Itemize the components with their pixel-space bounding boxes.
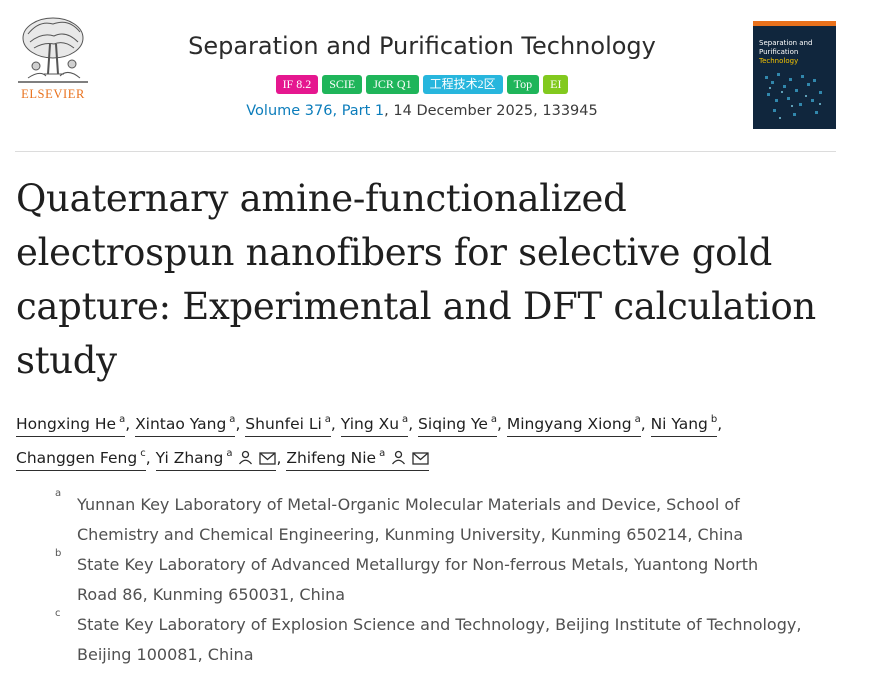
email-icon (412, 445, 429, 475)
article-header: ELSEVIER Separation and Purification Tec… (0, 0, 871, 152)
author-link[interactable]: Ying Xu a (340, 414, 409, 437)
author-link[interactable]: Xintao Yang a (135, 414, 236, 437)
author-link[interactable]: Mingyang Xiong a (506, 414, 641, 437)
affiliation-text: Yunnan Key Laboratory of Metal-Organic M… (77, 495, 744, 544)
person-icon (391, 445, 406, 475)
affiliation-list: a Yunnan Key Laboratory of Metal-Organic… (50, 488, 850, 670)
badge-impact-factor: IF 8.2 (275, 75, 319, 94)
journal-title-link[interactable]: Separation and Purification Technology (188, 32, 656, 60)
badge-scie: SCIE (322, 75, 363, 94)
article-title: Quaternary amine-functionalized electros… (16, 172, 836, 388)
affiliation-item: b State Key Laboratory of Advanced Metal… (50, 548, 850, 610)
title-line: study (16, 339, 117, 382)
author-link[interactable]: Hongxing He a (16, 414, 126, 437)
badge-cas-zone: 工程技术2区 (422, 75, 503, 94)
affiliation-label: c (55, 608, 61, 619)
title-line: capture: Experimental and DFT calculatio… (16, 285, 816, 328)
affiliation-item: a Yunnan Key Laboratory of Metal-Organic… (50, 488, 850, 550)
cover-title-line-1: Separation and (759, 39, 812, 47)
affiliation-label: b (55, 548, 62, 559)
cover-title-line-3: Technology (758, 57, 798, 65)
header-divider (15, 151, 836, 152)
badge-ei: EI (543, 75, 569, 94)
title-line: electrospun nanofibers for selective gol… (16, 231, 773, 274)
author-link-corresponding[interactable]: Zhifeng Nie a (286, 448, 430, 471)
affiliation-item: c State Key Laboratory of Explosion Scie… (50, 608, 850, 670)
author-link[interactable]: Shunfei Li a (245, 414, 331, 437)
title-line: Quaternary amine-functionalized (16, 177, 627, 220)
affiliation-text: State Key Laboratory of Advanced Metallu… (77, 555, 759, 604)
author-list: Hongxing He a, Xintao Yang a, Shunfei Li a,… (16, 405, 846, 475)
issue-info: Volume 376, Part 1, 14 December 2025, 13… (120, 103, 724, 119)
elsevier-tree-icon (18, 17, 88, 83)
badge-jcr: JCR Q1 (366, 75, 419, 94)
author-link[interactable]: Ni Yang b (650, 414, 718, 437)
affiliation-label: a (55, 488, 62, 499)
badge-top: Top (506, 75, 540, 94)
issue-details: , 14 December 2025, 133945 (384, 103, 598, 119)
elsevier-logo[interactable]: ELSEVIER (14, 14, 92, 106)
cover-title-line-2: Purification (759, 48, 798, 56)
person-icon (238, 445, 253, 475)
volume-link[interactable]: Volume 376, Part 1 (246, 103, 385, 119)
cover-image: Separation and Purification Technology (753, 21, 836, 129)
journal-cover-thumbnail[interactable]: Separation and Purification Technology (753, 21, 836, 129)
email-icon (259, 445, 277, 475)
affiliation-text: State Key Laboratory of Explosion Scienc… (77, 615, 802, 664)
journal-badges: IF 8.2 SCIE JCR Q1 工程技术2区 Top EI (120, 75, 724, 94)
publisher-name: ELSEVIER (21, 87, 85, 101)
author-link-corresponding[interactable]: Yi Zhang a (155, 448, 277, 471)
author-link[interactable]: Siqing Ye a (418, 414, 498, 437)
author-link[interactable]: Changgen Feng c (16, 448, 146, 471)
